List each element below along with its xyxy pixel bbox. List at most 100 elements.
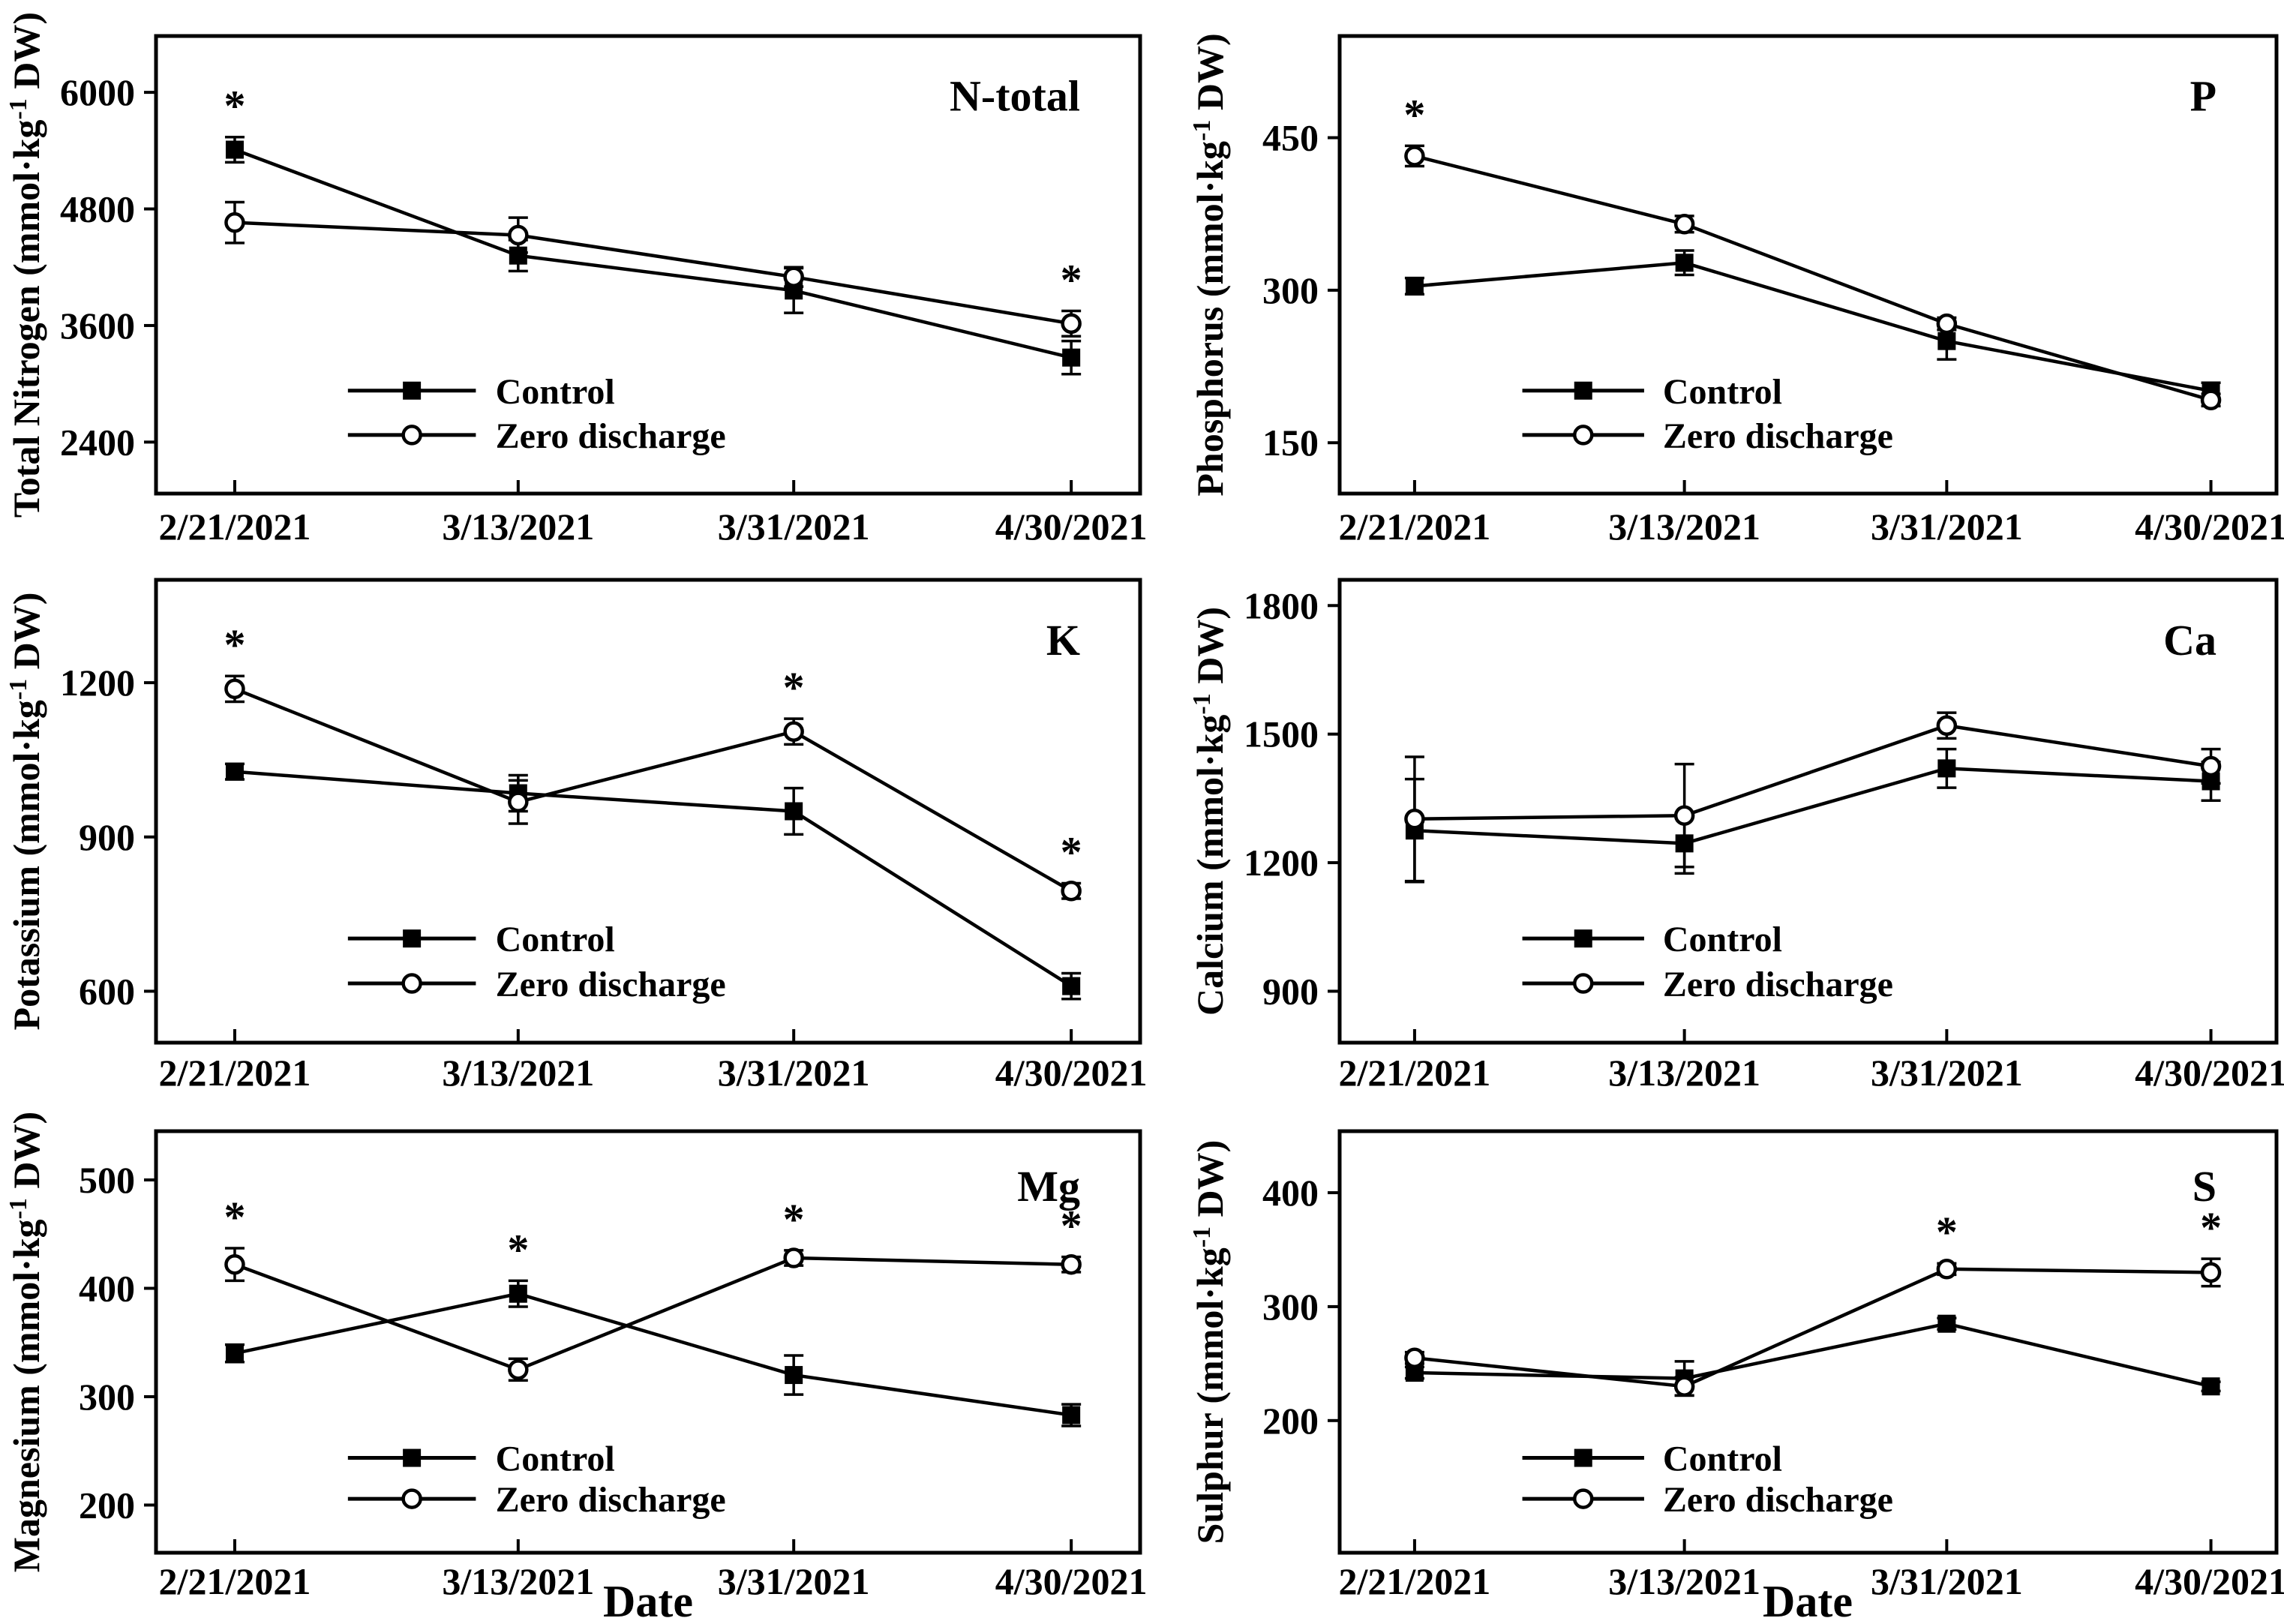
- zero-discharge-marker: [1061, 1253, 1082, 1275]
- panel-label: N-total: [950, 71, 1080, 120]
- zero-discharge-marker: [783, 266, 804, 287]
- legend-label: Control: [496, 1439, 615, 1479]
- zero-discharge-marker: [508, 1359, 529, 1380]
- x-tick-label: 3/13/2021: [1608, 1560, 1760, 1602]
- y-tick-label: 500: [79, 1159, 135, 1201]
- legend-label: Control: [1663, 920, 1782, 959]
- plot-frame: [1337, 1129, 2279, 1555]
- x-axis-title: Date: [603, 1577, 693, 1624]
- zero-discharge-marker: [1061, 881, 1082, 902]
- plot-frame: [154, 578, 1142, 1045]
- zero-discharge-marker: [1936, 313, 1958, 335]
- zero-discharge-marker: [1936, 1259, 1958, 1280]
- control-marker: [1937, 1314, 1956, 1333]
- x-tick-label: 4/30/2021: [995, 1052, 1148, 1094]
- legend-label: Zero discharge: [1663, 416, 1893, 456]
- legend-zero-discharge-marker: [401, 425, 422, 446]
- panel-label: S: [2192, 1162, 2216, 1211]
- legend-zero-discharge-marker: [1572, 1488, 1594, 1509]
- control-marker: [509, 1284, 527, 1303]
- zero-discharge-marker: [508, 224, 529, 246]
- legend-label: Zero discharge: [496, 1480, 726, 1520]
- y-tick-label: 300: [1262, 1286, 1319, 1328]
- x-tick-label: 2/21/2021: [159, 506, 311, 548]
- y-tick-label: 1200: [1244, 842, 1319, 884]
- zero-discharge-marker: [1673, 1376, 1695, 1397]
- panel-K: 600 900 1200 2/21/2021 3/13/2021 3/31/2021 4/3…: [5, 578, 1148, 1094]
- legend-zero-discharge-marker: [1572, 425, 1594, 446]
- y-tick-label: 1500: [1244, 713, 1319, 755]
- legend-control-marker: [1574, 1448, 1592, 1467]
- significance-asterisk: *: [507, 1225, 529, 1274]
- significance-asterisk: *: [1061, 256, 1082, 305]
- series-line-zero-discharge: [1414, 723, 2211, 821]
- series-line-control: [1414, 767, 2211, 845]
- series-line-control: [1414, 261, 2211, 393]
- panel-P: 150 300 450 2/21/2021 3/13/2021 3/31/2021 4/30…: [1188, 33, 2284, 548]
- y-axis-title: Magnesium (mmol·kg-1 DW): [5, 1112, 47, 1572]
- y-tick-label: 1800: [1244, 584, 1319, 626]
- legend-label: Control: [1663, 1439, 1782, 1479]
- zero-discharge-marker: [1936, 715, 1958, 736]
- series-line-control: [1414, 1322, 2212, 1388]
- panel-label: Mg: [1017, 1162, 1080, 1211]
- y-axis-title: Total Nitrogen (mmol·kg-1 DW): [5, 12, 47, 518]
- zero-discharge-marker: [2200, 389, 2222, 411]
- control-marker: [1937, 332, 1956, 350]
- zero-discharge-marker: [1673, 214, 1695, 235]
- y-tick-label: 3600: [60, 305, 135, 347]
- series-line-zero-discharge: [234, 687, 1073, 893]
- zero-discharge-marker: [1673, 805, 1695, 826]
- legend-label: Control: [1663, 372, 1782, 412]
- significance-asterisk: *: [224, 620, 245, 669]
- significance-asterisk: *: [224, 1193, 245, 1241]
- significance-asterisk: *: [1403, 90, 1425, 139]
- control-marker: [1062, 1406, 1081, 1424]
- y-tick-label: 4800: [60, 188, 135, 230]
- legend-control-marker: [1574, 929, 1592, 948]
- y-tick-label: 900: [1262, 970, 1319, 1012]
- zero-discharge-marker: [224, 212, 245, 233]
- y-axis-title: Potassium (mmol·kg-1 DW): [5, 593, 47, 1031]
- y-tick-label: 1200: [60, 662, 135, 704]
- control-marker: [509, 246, 527, 265]
- control-marker: [1062, 977, 1081, 995]
- significance-asterisk: *: [1936, 1208, 1958, 1256]
- plot-frame: [1337, 34, 2279, 496]
- panel-label: K: [1046, 616, 1080, 665]
- series-line-control: [234, 148, 1072, 359]
- significance-asterisk: *: [783, 663, 805, 712]
- control-marker: [1062, 348, 1081, 367]
- legend-label: Control: [496, 372, 615, 412]
- x-tick-label: 3/13/2021: [1608, 1052, 1760, 1094]
- x-tick-label: 3/13/2021: [442, 506, 594, 548]
- y-tick-label: 300: [79, 1376, 135, 1418]
- zero-discharge-marker: [1404, 146, 1425, 167]
- series-line-zero-discharge: [1414, 1267, 2211, 1388]
- x-tick-label: 3/31/2021: [1871, 1560, 2023, 1602]
- x-tick-label: 2/21/2021: [159, 1560, 311, 1602]
- x-axis-title: Date: [1763, 1577, 1853, 1624]
- legend-zero-discharge-marker: [401, 1488, 422, 1509]
- y-tick-label: 200: [79, 1484, 135, 1526]
- legend-control-marker: [403, 381, 422, 400]
- x-tick-label: 3/31/2021: [1871, 506, 2023, 548]
- legend-control-marker: [403, 929, 422, 948]
- y-axis-title: Phosphorus (mmol·kg-1 DW): [1188, 33, 1231, 496]
- zero-discharge-marker: [2200, 1262, 2222, 1283]
- control-marker: [1405, 277, 1424, 296]
- y-tick-label: 150: [1262, 422, 1319, 464]
- significance-asterisk: *: [783, 1195, 805, 1244]
- control-marker: [1937, 759, 1956, 778]
- legend-label: Zero discharge: [1663, 1480, 1893, 1520]
- significance-asterisk: *: [1061, 827, 1082, 876]
- legend-control-marker: [403, 1448, 422, 1467]
- x-tick-label: 4/30/2021: [2135, 1052, 2284, 1094]
- x-tick-label: 3/31/2021: [718, 1052, 870, 1094]
- x-tick-label: 3/13/2021: [1608, 506, 1760, 548]
- legend-control-marker: [1574, 381, 1592, 400]
- panel-Ca: 900 1200 1500 1800 2/21/2021 3/13/2021 3/31/20…: [1188, 578, 2284, 1094]
